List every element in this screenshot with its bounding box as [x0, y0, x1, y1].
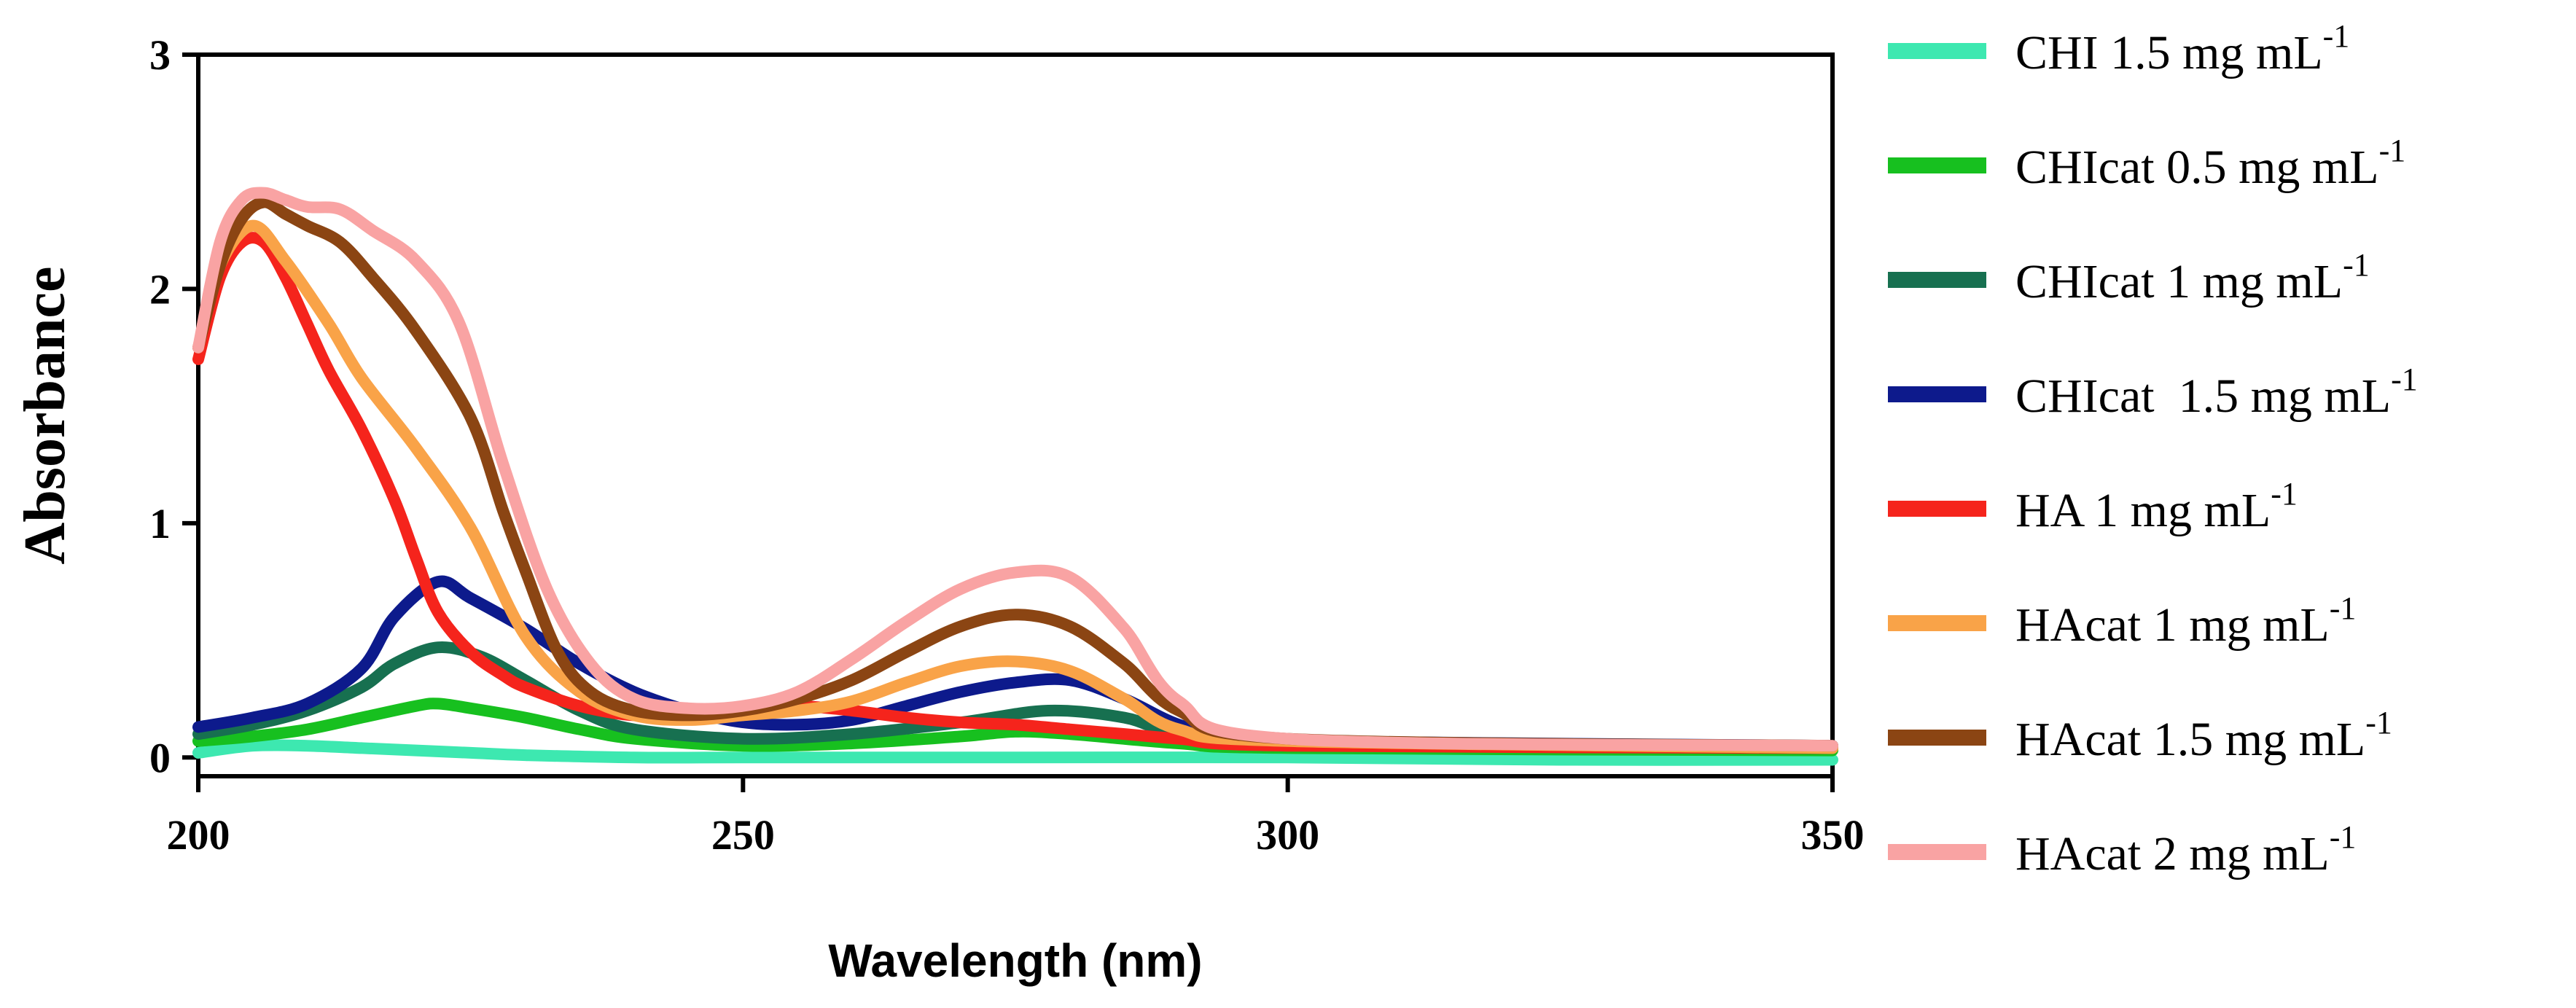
legend-label: CHIcat 0.5 mg mL-1	[2015, 133, 2405, 194]
series-line-7	[192, 196, 1838, 752]
legend-label: CHIcat 1.5 mg mL-1	[2015, 362, 2418, 423]
legend-item: HA 1 mg mL-1	[1888, 476, 2298, 537]
y-tick-label: 2	[149, 265, 171, 313]
y-tick: 3	[149, 31, 198, 79]
x-tick-label: 300	[1256, 811, 1319, 859]
series-line-8	[192, 187, 1838, 752]
legend-item: HAcat 1 mg mL-1	[1888, 590, 2356, 652]
series-line-1	[192, 739, 1838, 766]
y-axis-ticks: 0 1 2 3	[149, 31, 198, 781]
x-tick-label: 350	[1801, 811, 1865, 859]
legend-item: CHIcat 1 mg mL-1	[1888, 247, 2370, 308]
y-tick-label: 0	[149, 734, 171, 781]
legend-label: HAcat 2 mg mL-1	[2015, 819, 2356, 880]
y-tick-label: 1	[149, 500, 171, 547]
legend-label: CHIcat 1 mg mL-1	[2015, 247, 2370, 308]
legend-label: HAcat 1 mg mL-1	[2015, 590, 2356, 652]
series-layer	[192, 187, 1838, 766]
y-axis-title: Absorbance	[13, 267, 77, 565]
x-axis-title: Wavelength (nm)	[828, 934, 1202, 987]
y-tick: 2	[149, 265, 198, 313]
legend-item: CHIcat 1.5 mg mL-1	[1888, 362, 2418, 423]
legend-label: HA 1 mg mL-1	[2015, 476, 2298, 537]
plot-frame	[196, 52, 1835, 778]
legend-label: HAcat 1.5 mg mL-1	[2015, 705, 2392, 766]
x-tick-label: 250	[711, 811, 775, 859]
x-tick: 350	[1801, 776, 1865, 859]
plot-border	[196, 52, 1835, 778]
legend: CHI 1.5 mg mL-1 CHIcat 0.5 mg mL-1 CHIca…	[1888, 18, 2418, 880]
y-tick: 1	[149, 500, 198, 547]
x-axis-ticks: 200 250 300 350	[167, 776, 1865, 859]
x-tick: 250	[711, 776, 775, 859]
legend-item: CHIcat 0.5 mg mL-1	[1888, 133, 2405, 194]
x-tick: 200	[167, 776, 230, 859]
legend-label: CHI 1.5 mg mL-1	[2015, 18, 2349, 79]
legend-item: HAcat 1.5 mg mL-1	[1888, 705, 2392, 766]
y-tick-label: 3	[149, 31, 171, 79]
x-tick: 300	[1256, 776, 1319, 859]
legend-item: CHI 1.5 mg mL-1	[1888, 18, 2349, 79]
x-tick-label: 200	[167, 811, 230, 859]
y-tick: 0	[149, 734, 198, 781]
legend-item: HAcat 2 mg mL-1	[1888, 819, 2356, 880]
